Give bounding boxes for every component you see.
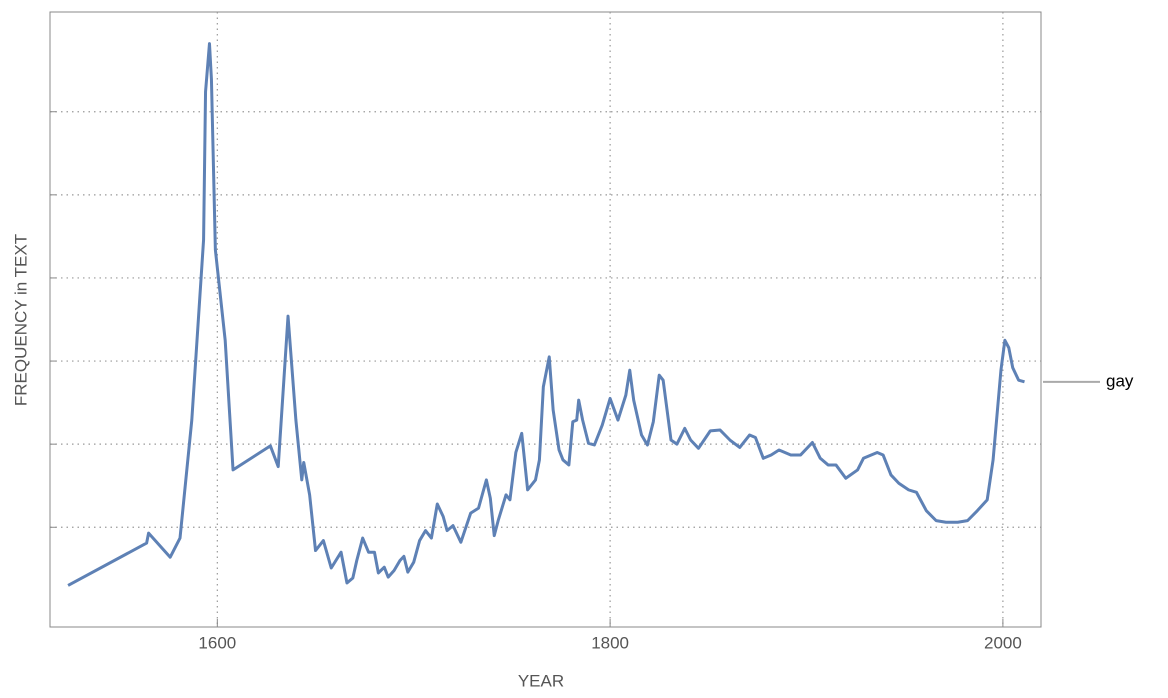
x-tick-label: 2000 [984, 633, 1022, 652]
series-label: gay [1106, 371, 1134, 390]
plot-frame [49, 11, 1042, 628]
x-tick-label: 1800 [591, 633, 629, 652]
x-tick-label: 1600 [198, 633, 236, 652]
data-line [67, 42, 1025, 587]
x-axis-title: YEAR [518, 671, 564, 690]
y-axis-title: FREQUENCY in TEXT [11, 234, 30, 406]
